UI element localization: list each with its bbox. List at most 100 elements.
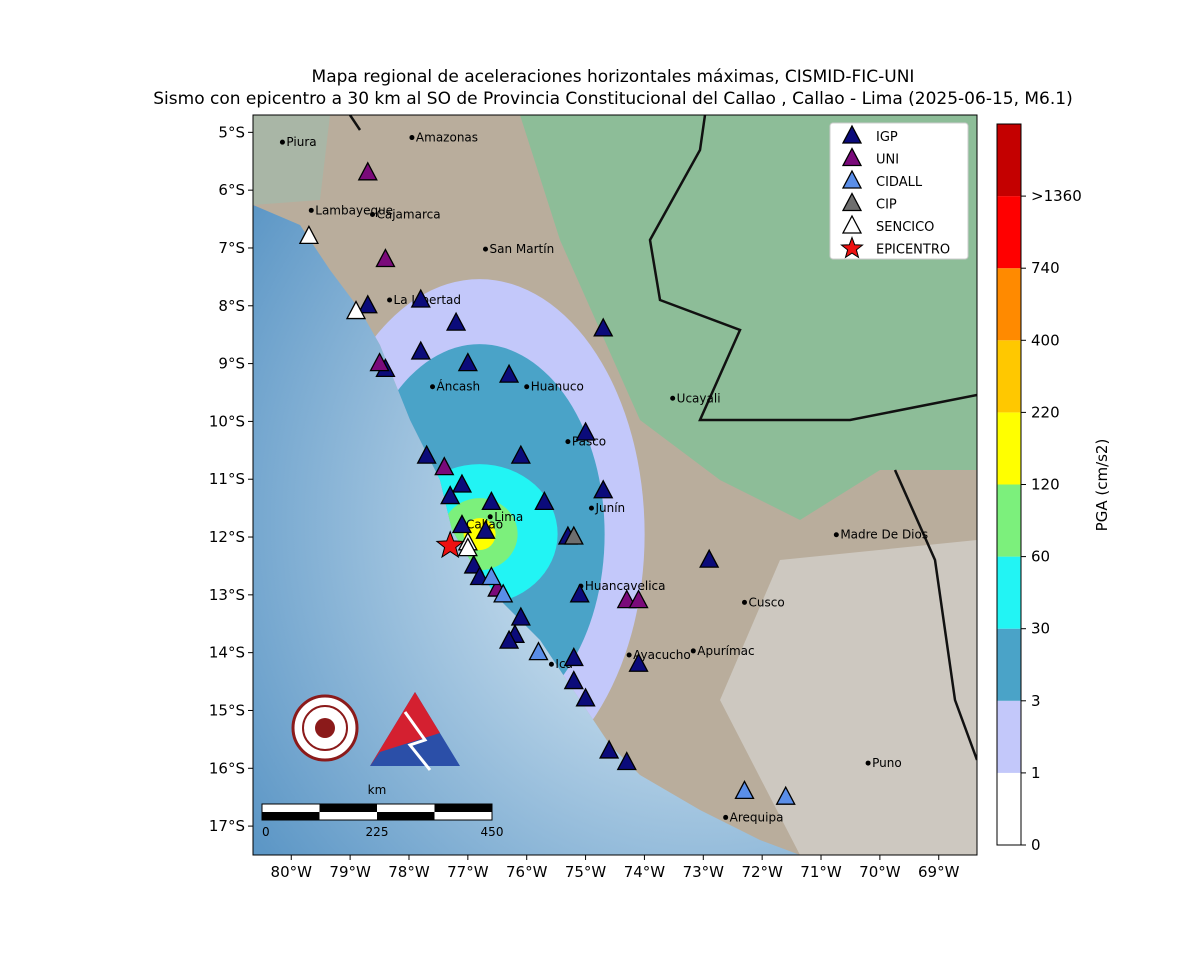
- region-label: Ayacucho: [633, 648, 691, 662]
- station: [457, 537, 478, 557]
- colorbar-band: [997, 556, 1021, 629]
- legend-marker: [840, 236, 864, 259]
- station: [593, 479, 614, 499]
- region-label: Arequipa: [730, 810, 784, 824]
- x-tick-label: 74°W: [624, 863, 666, 881]
- region-dot: [483, 246, 489, 252]
- region-dot: [387, 297, 393, 303]
- station: [575, 421, 596, 441]
- region-dot: [487, 514, 493, 520]
- station: [563, 647, 584, 667]
- region-label: Huanuco: [531, 380, 584, 394]
- legend-label: IGP: [876, 130, 898, 145]
- x-tick-label: 80°W: [271, 863, 313, 881]
- region-label: Áncash: [437, 379, 481, 394]
- colorbar-band: [997, 700, 1021, 773]
- colorbar-tick-label: 60: [1031, 548, 1050, 566]
- region-dot: [409, 135, 415, 141]
- station: [410, 288, 431, 308]
- y-tick-label: 12°S: [209, 528, 245, 546]
- y-tick-label: 17°S: [209, 817, 245, 835]
- station: [575, 687, 596, 707]
- region-dot: [626, 652, 632, 658]
- colorbar-tick-label: 400: [1031, 331, 1060, 349]
- x-tick-label: 75°W: [565, 863, 607, 881]
- colorbar-band: [997, 412, 1021, 485]
- region-dot: [741, 599, 747, 605]
- stations: [298, 161, 796, 805]
- station: [498, 629, 520, 649]
- colorbar-tick-label: 1: [1031, 764, 1041, 782]
- x-tick-label: 71°W: [800, 863, 842, 881]
- station: [481, 490, 502, 510]
- colorbar: 0 1 3 30 60 120 220 400 740 >1360 PGA (cm/s2): [996, 123, 1111, 854]
- scale-bar-label: 225: [366, 825, 389, 839]
- colorbar-band: [997, 772, 1021, 845]
- station: [734, 780, 755, 800]
- station: [463, 554, 484, 574]
- subtitle: Sismo con epicentro a 30 km al SO de Pro…: [153, 89, 1072, 109]
- colorbar-label: PGA (cm/s2): [1093, 439, 1111, 532]
- station: [563, 670, 584, 690]
- station: [434, 456, 455, 476]
- logo-cismid: [370, 692, 460, 771]
- station: [699, 548, 720, 568]
- region-label: Cajamarca: [376, 207, 440, 221]
- map-frame: [252, 114, 978, 856]
- scale-bar-label: 450: [481, 825, 504, 839]
- station: [345, 300, 367, 320]
- station: [563, 525, 584, 545]
- scale-bar: km 0 225 450: [261, 783, 504, 839]
- colorbar-tick-label: 30: [1031, 620, 1050, 638]
- y-tick-label: 11°S: [209, 470, 245, 488]
- station: [599, 739, 620, 759]
- station: [410, 340, 431, 360]
- station: [369, 352, 390, 372]
- colorbar-tick-label: 3: [1031, 692, 1041, 710]
- region-label: Lima: [494, 510, 523, 524]
- x-tick-label: 73°W: [683, 863, 725, 881]
- legend-marker: [841, 192, 863, 212]
- station: [628, 652, 649, 672]
- station: [357, 161, 378, 181]
- region-dot: [690, 648, 696, 654]
- x-tick-label: 77°W: [447, 863, 489, 881]
- station: [534, 490, 555, 510]
- scale-bar-seg: [434, 804, 492, 812]
- station: [510, 606, 531, 626]
- region-label: Amazonas: [416, 131, 478, 145]
- colorbar-tick-label: >1360: [1031, 187, 1082, 205]
- region-label: Junín: [594, 501, 625, 515]
- station: [481, 566, 502, 586]
- colorbar-band: [997, 268, 1021, 341]
- y-tick-label: 7°S: [218, 239, 245, 257]
- y-tick-label: 5°S: [218, 123, 245, 141]
- border: [348, 115, 977, 761]
- y-tick-label: 9°S: [218, 355, 245, 373]
- scale-bar-seg: [319, 804, 377, 812]
- x-tick-label: 76°W: [506, 863, 548, 881]
- axes: 80°W 79°W 78°W 77°W 76°W 75°W 74°W 73°W 72°W 71°W…: [209, 123, 960, 881]
- region-label: Apurímac: [697, 644, 754, 658]
- station: [593, 317, 614, 337]
- y-tick-label: 10°S: [209, 412, 245, 430]
- station: [451, 514, 473, 534]
- colorbar-tick-label: 220: [1031, 403, 1060, 421]
- legend-label: CIDALL: [876, 175, 923, 190]
- station: [528, 641, 549, 661]
- station: [775, 785, 796, 805]
- scale-bar-label: 0: [262, 825, 270, 839]
- y-tick-label: 6°S: [218, 181, 245, 199]
- legend-marker: [841, 169, 863, 189]
- y-tick-label: 15°S: [209, 701, 245, 719]
- station: [616, 751, 637, 771]
- epicenter: [435, 530, 465, 559]
- region-label: Huancavelica: [585, 579, 666, 593]
- region-dot: [524, 384, 530, 390]
- colorbar-band: [997, 196, 1021, 269]
- station: [457, 352, 478, 372]
- region-label: San Martín: [490, 242, 555, 256]
- region-label: Ucayali: [677, 391, 721, 405]
